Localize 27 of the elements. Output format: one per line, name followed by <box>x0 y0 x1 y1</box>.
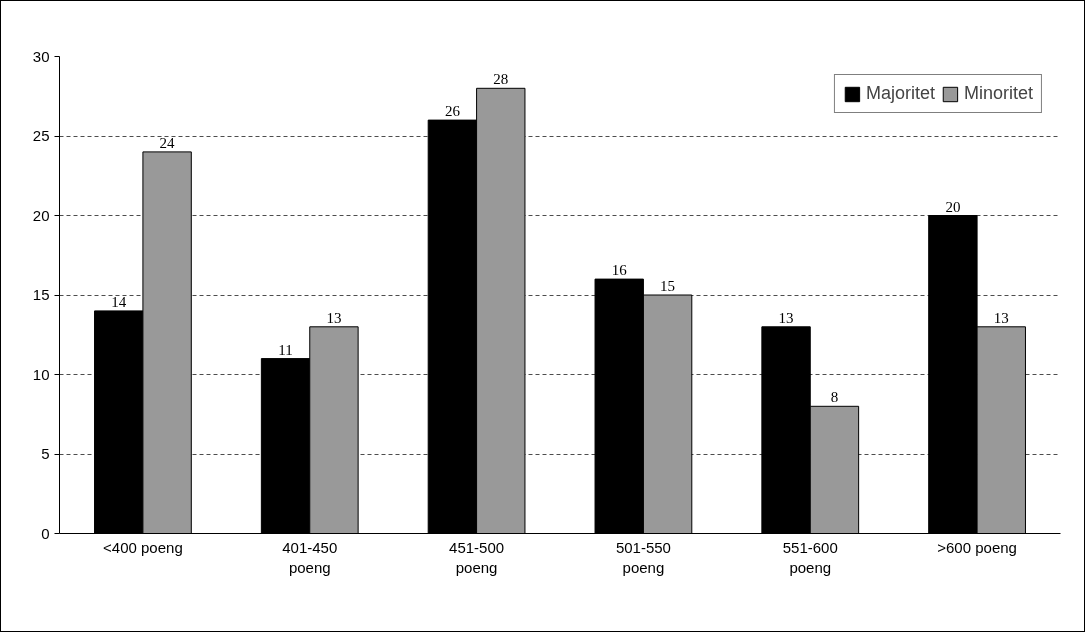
x-tick-label: 451-500 poeng <box>449 538 505 576</box>
data-label: 26 <box>444 103 461 120</box>
data-label: 8 <box>830 389 839 406</box>
data-label: 13 <box>326 309 342 326</box>
y-tick-label: 25 <box>32 127 50 144</box>
y-tick-label: 10 <box>32 365 50 383</box>
legend-label: Majoritet <box>865 83 935 104</box>
y-tick-label: 20 <box>32 206 50 224</box>
x-tick-label: >600 poeng <box>937 538 1017 556</box>
y-tick-label: 15 <box>32 286 50 303</box>
y-tick-label: 30 <box>32 47 50 65</box>
data-label: 15 <box>660 278 676 294</box>
data-label: 24 <box>159 134 176 151</box>
legend-label: Minoritet <box>963 83 1033 104</box>
x-tick-label: 401-450 poeng <box>282 538 338 576</box>
data-label: 16 <box>611 262 628 279</box>
data-label: 28 <box>493 71 509 88</box>
data-label: 13 <box>993 309 1009 326</box>
data-label: 14 <box>111 293 127 310</box>
data-label: 11 <box>278 341 293 358</box>
y-tick-label: 0 <box>41 524 50 542</box>
x-tick-label: <400 poeng <box>103 538 183 556</box>
x-tick-label: 551-600 poeng <box>782 538 838 576</box>
y-tick-label: 5 <box>41 445 50 462</box>
x-tick-label: 501-550 poeng <box>615 538 671 576</box>
data-label: 13 <box>778 309 794 326</box>
data-label: 20 <box>945 198 961 215</box>
